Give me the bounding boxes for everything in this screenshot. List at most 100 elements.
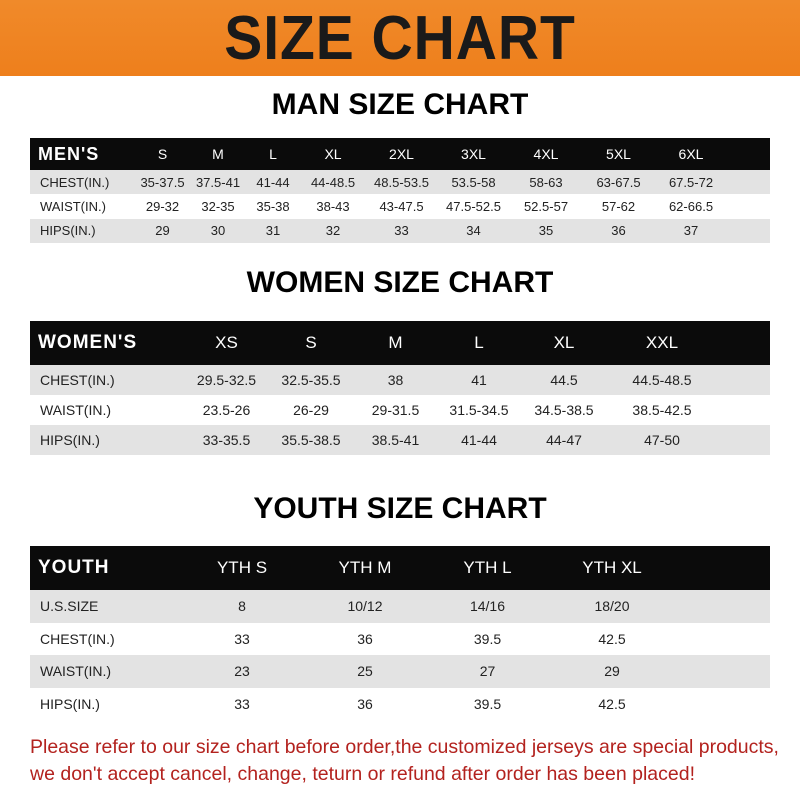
size-header: 2XL (389, 146, 414, 162)
measurement-value: 38 (387, 372, 404, 388)
measurement-value: 31.5-34.5 (449, 402, 509, 418)
order-note-line-2: we don't accept cancel, change, teturn o… (30, 763, 695, 785)
measurement-value: 29 (155, 223, 170, 239)
size-header: M (388, 333, 403, 352)
size-header: XS (215, 333, 238, 352)
table-row: CHEST(IN.) 35-37.5 37.5-41 41-44 44-48.5 48.5… (30, 170, 770, 195)
table-row: CHEST(IN.) 29.5-32.5 32.5-35.5 38 41 44.5 44.5… (30, 365, 770, 395)
measurement-value: 18/20 (594, 598, 630, 615)
table-row: HIPS(IN.) 33-35.5 35.5-38.5 38.5-41 41-44 44-… (30, 425, 770, 455)
measurement-value: 33-35.5 (202, 432, 251, 448)
measurement-value: 38.5-41 (371, 432, 420, 448)
measurement-value: 47-50 (644, 432, 680, 448)
measurement-value: 41 (471, 372, 487, 388)
size-header: XL (324, 146, 342, 162)
measurement-value: 44-47 (546, 432, 582, 448)
women-chart-title: WOMEN SIZE CHART (246, 266, 554, 299)
women-header-row: WOMEN'S XS S M L XL XXL (30, 321, 770, 365)
measurement-value: 36 (357, 695, 373, 712)
measurement-label: CHEST(IN.) (40, 174, 110, 190)
size-header: L (269, 146, 277, 162)
measurement-value: 43-47.5 (379, 198, 424, 214)
table-row: HIPS(IN.) 33 36 39.5 42.5 (30, 687, 770, 720)
size-header: YTH S (216, 558, 268, 577)
size-header: S (157, 146, 168, 162)
order-note-line-1: Please refer to our size chart before or… (30, 736, 779, 758)
measurement-value: 37.5-41 (195, 174, 241, 190)
size-header: 4XL (533, 146, 559, 162)
measurement-value: 14/16 (469, 598, 506, 615)
measurement-value: 27 (479, 663, 496, 680)
size-header: 6XL (678, 146, 704, 162)
table-row: WAIST(IN.) 23 25 27 29 (30, 655, 770, 688)
measurement-label: CHEST(IN.) (40, 372, 115, 388)
measurement-value: 41-44 (256, 174, 290, 190)
measurement-value: 44-48.5 (310, 174, 356, 190)
table-row: CHEST(IN.) 33 36 39.5 42.5 (30, 622, 770, 655)
measurement-value: 47.5-52.5 (446, 198, 501, 214)
measurement-value: 38.5-42.5 (632, 402, 692, 418)
measurement-value: 33 (234, 695, 250, 712)
measurement-value: 37 (683, 223, 699, 239)
size-header: M (212, 146, 224, 162)
measurement-value: 29-32 (145, 198, 180, 214)
size-header: L (474, 333, 484, 352)
table-row: WAIST(IN.) 29-32 32-35 35-38 38-43 43-47.5 47.… (30, 194, 770, 219)
measurement-value: 33 (394, 223, 409, 239)
measurement-value: 23.5-26 (202, 402, 251, 418)
measurement-label: WAIST(IN.) (40, 198, 106, 214)
youth-chart-title: YOUTH SIZE CHART (253, 492, 547, 525)
measurement-value: 42.5 (598, 630, 626, 647)
table-label: MEN'S (38, 143, 100, 164)
measurement-value: 48.5-53.5 (374, 174, 429, 190)
measurement-value: 36 (357, 630, 373, 647)
measurement-value: 42.5 (598, 695, 626, 712)
measurement-value: 35-37.5 (140, 174, 185, 190)
measurement-value: 44.5-48.5 (632, 372, 692, 388)
measurement-value: 23 (234, 663, 250, 680)
measurement-value: 35 (538, 223, 554, 239)
banner: SIZE CHART (0, 0, 800, 76)
size-header: 3XL (461, 146, 486, 162)
measurement-label: U.S.SIZE (40, 598, 99, 615)
measurement-value: 32-35 (201, 198, 235, 214)
measurement-value: 53.5-58 (451, 174, 496, 190)
measurement-value: 33 (234, 630, 250, 647)
table-row: U.S.SIZE 8 10/12 14/16 18/20 (30, 590, 770, 623)
measurement-value: 58-63 (529, 174, 563, 190)
size-header: YTH M (338, 558, 392, 577)
measurement-value: 41-44 (461, 432, 497, 448)
measurement-value: 52.5-57 (523, 198, 569, 214)
measurement-label: HIPS(IN.) (40, 695, 100, 712)
measurement-value: 57-62 (601, 198, 636, 214)
size-header: 5XL (606, 146, 631, 162)
measurement-value: 44.5 (550, 372, 578, 388)
measurement-value: 35-38 (256, 198, 290, 214)
men-size-table: MEN'S S M L XL 2XL 3XL 4XL 5XL 6XL CHEST(IN.) 35-37… (30, 138, 770, 243)
measurement-value: 34 (466, 223, 481, 239)
measurement-value: 8 (238, 598, 246, 615)
measurement-value: 29-31.5 (371, 402, 420, 418)
men-header-row: MEN'S S M L XL 2XL 3XL 4XL 5XL 6XL (30, 138, 770, 170)
size-header: YTH XL (582, 558, 642, 577)
table-row: HIPS(IN.) 29 30 31 32 33 34 35 36 37 (30, 218, 770, 243)
measurement-value: 39.5 (473, 695, 502, 712)
measurement-label: WAIST(IN.) (40, 663, 112, 680)
table-row: WAIST(IN.) 23.5-26 26-29 29-31.5 31.5-34.5 34… (30, 395, 770, 425)
measurement-value: 29.5-32.5 (196, 372, 257, 388)
measurement-value: 63-67.5 (596, 174, 641, 190)
size-header: XL (553, 333, 575, 352)
measurement-value: 30 (210, 223, 226, 239)
measurement-value: 29 (604, 663, 620, 680)
table-label: WOMEN'S (38, 332, 138, 353)
measurement-value: 26-29 (293, 402, 329, 418)
measurement-value: 36 (611, 223, 626, 239)
measurement-label: HIPS(IN.) (40, 432, 100, 448)
youth-size-table: YOUTH YTH S YTH M YTH L YTH XL U.S.SIZE 8 10/12… (30, 546, 770, 720)
men-chart-title: MAN SIZE CHART (271, 88, 529, 121)
measurement-value: 62-66.5 (668, 198, 714, 214)
measurement-value: 10/12 (347, 598, 383, 615)
measurement-value: 67.5-72 (668, 174, 714, 190)
measurement-label: HIPS(IN.) (40, 223, 96, 239)
table-label: YOUTH (38, 557, 110, 578)
